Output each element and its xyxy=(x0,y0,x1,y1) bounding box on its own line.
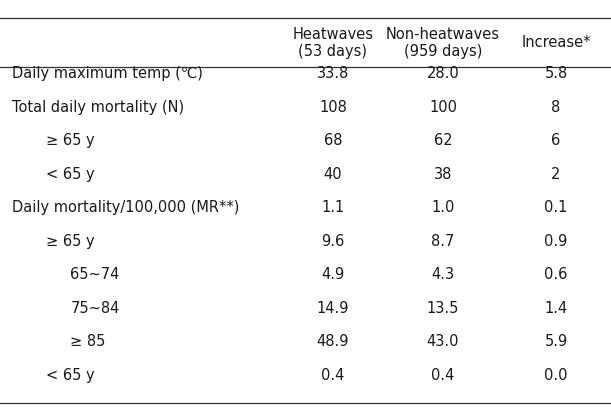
Text: < 65 y: < 65 y xyxy=(46,167,95,182)
Text: 75~84: 75~84 xyxy=(70,301,120,316)
Text: 40: 40 xyxy=(324,167,342,182)
Text: ≥ 65 y: ≥ 65 y xyxy=(46,133,95,148)
Text: 0.1: 0.1 xyxy=(544,200,568,215)
Text: 6: 6 xyxy=(551,133,561,148)
Text: 1.0: 1.0 xyxy=(431,200,455,215)
Text: 5.9: 5.9 xyxy=(544,335,568,349)
Text: 100: 100 xyxy=(429,100,457,115)
Text: 0.4: 0.4 xyxy=(431,368,455,383)
Text: 0.0: 0.0 xyxy=(544,368,568,383)
Text: 68: 68 xyxy=(324,133,342,148)
Text: 1.1: 1.1 xyxy=(321,200,345,215)
Text: 0.4: 0.4 xyxy=(321,368,345,383)
Text: Total daily mortality (N): Total daily mortality (N) xyxy=(12,100,185,115)
Text: 4.3: 4.3 xyxy=(431,267,455,282)
Text: 0.9: 0.9 xyxy=(544,234,568,249)
Text: Non-heatwaves
(959 days): Non-heatwaves (959 days) xyxy=(386,27,500,59)
Text: 13.5: 13.5 xyxy=(427,301,459,316)
Text: 28.0: 28.0 xyxy=(426,66,459,81)
Text: 38: 38 xyxy=(434,167,452,182)
Text: 4.9: 4.9 xyxy=(321,267,345,282)
Text: 108: 108 xyxy=(319,100,347,115)
Text: 14.9: 14.9 xyxy=(316,301,349,316)
Text: Increase*: Increase* xyxy=(521,36,591,50)
Text: 2: 2 xyxy=(551,167,561,182)
Text: 48.9: 48.9 xyxy=(316,335,349,349)
Text: Daily mortality/100,000 (MR**): Daily mortality/100,000 (MR**) xyxy=(12,200,240,215)
Text: 43.0: 43.0 xyxy=(426,335,459,349)
Text: 5.8: 5.8 xyxy=(544,66,568,81)
Text: 65~74: 65~74 xyxy=(70,267,120,282)
Text: 62: 62 xyxy=(434,133,452,148)
Text: 0.6: 0.6 xyxy=(544,267,568,282)
Text: 1.4: 1.4 xyxy=(544,301,568,316)
Text: Heatwaves
(53 days): Heatwaves (53 days) xyxy=(293,27,373,59)
Text: 8: 8 xyxy=(551,100,561,115)
Text: < 65 y: < 65 y xyxy=(46,368,95,383)
Text: 8.7: 8.7 xyxy=(431,234,455,249)
Text: ≥ 85: ≥ 85 xyxy=(70,335,106,349)
Text: 33.8: 33.8 xyxy=(317,66,349,81)
Text: ≥ 65 y: ≥ 65 y xyxy=(46,234,95,249)
Text: 9.6: 9.6 xyxy=(321,234,345,249)
Text: Daily maximum temp (℃): Daily maximum temp (℃) xyxy=(12,66,203,81)
